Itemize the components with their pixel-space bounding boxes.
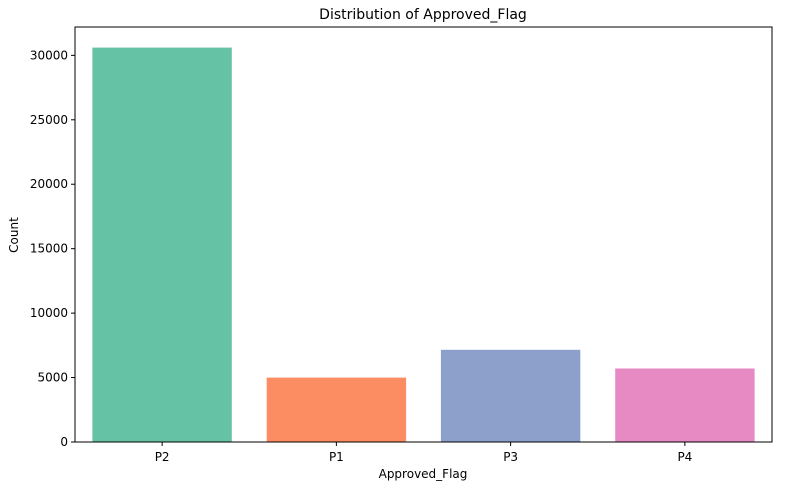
y-tick-label: 10000 [30,306,68,320]
x-tick-label: P1 [329,450,344,464]
x-tick-label: P3 [503,450,518,464]
y-axis-ticks: 0 5000 10000 15000 20000 25000 30000 [30,48,75,449]
y-tick-label: 15000 [30,242,68,256]
x-tick-label: P4 [677,450,692,464]
x-axis-label: Approved_Flag [379,467,468,481]
bar-p1 [266,377,407,442]
bar-p3 [440,349,581,442]
plot-frame [74,26,773,443]
y-tick-label: 30000 [30,48,68,62]
y-tick-label: 0 [60,435,68,449]
x-axis-ticks: P2 P1 P3 P4 [155,442,692,464]
bar-p2 [92,47,232,442]
y-tick-label: 25000 [30,113,68,127]
bar-p4 [615,368,755,442]
y-tick-label: 20000 [30,177,68,191]
x-tick-label: P2 [155,450,170,464]
chart-title: Distribution of Approved_Flag [319,7,527,23]
bars-layer [92,47,755,442]
y-axis-label: Count [7,217,21,253]
y-tick-label: 5000 [37,371,68,385]
